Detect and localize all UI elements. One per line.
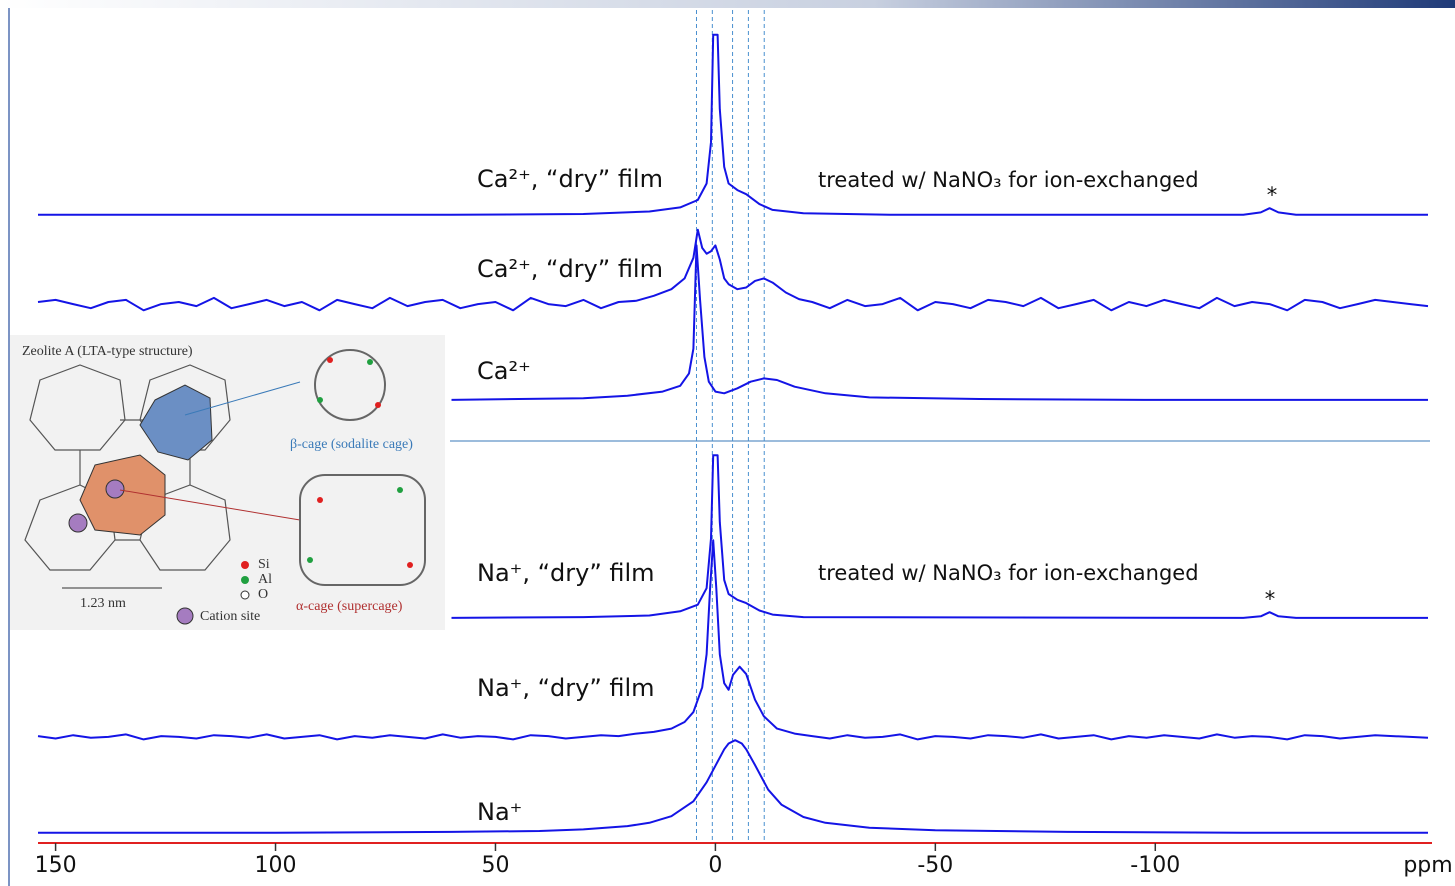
x-tick-label: 50 <box>481 853 509 878</box>
x-tick-label: 0 <box>708 853 722 878</box>
beta-cage-model <box>314 349 386 421</box>
alpha-cage-shape <box>79 454 166 536</box>
spectrum-label: Na⁺, “dry” film <box>477 559 655 587</box>
x-tick-label: -50 <box>917 853 953 878</box>
al-dot <box>241 576 249 584</box>
spectrum-label: Ca²⁺ <box>477 357 531 385</box>
scale-label: 1.23 nm <box>80 596 126 611</box>
spectrum <box>451 244 1428 401</box>
spectrum <box>451 454 1428 619</box>
x-tick-label: 150 <box>35 853 77 878</box>
cation <box>105 479 125 499</box>
alpha-cage-model <box>299 474 426 586</box>
legend-si: Si <box>258 557 270 572</box>
arrow <box>184 381 301 416</box>
cation <box>68 513 88 533</box>
spectrum <box>38 739 1428 834</box>
alpha-cage-label: α-cage (supercage) <box>296 599 403 614</box>
spectrum-label: Ca²⁺, “dry” film <box>477 165 663 193</box>
beta-cage-label: β-cage (sodalite cage) <box>290 437 413 452</box>
legend-al: Al <box>258 572 272 587</box>
beta-cage-shape <box>139 384 213 461</box>
spectrum <box>37 539 1429 741</box>
annotation: * <box>1265 587 1276 611</box>
x-axis-label: ppm <box>1403 853 1452 878</box>
si-dot <box>241 561 249 569</box>
spectrum <box>38 33 1428 216</box>
lattice <box>24 364 231 571</box>
x-tick-label: -100 <box>1130 853 1180 878</box>
arrow <box>119 489 301 521</box>
legend-o: O <box>258 587 268 602</box>
inset-title: Zeolite A (LTA-type structure) <box>22 344 193 359</box>
annotation: * <box>1267 183 1278 207</box>
inset-diagram: Zeolite A (LTA-type structure) β-cage (s… <box>10 335 445 630</box>
annotation: treated w/ NaNO₃ for ion-exchanged <box>818 561 1199 585</box>
inset-bg <box>10 335 445 630</box>
o-dot <box>240 590 250 600</box>
spectrum <box>37 228 1429 312</box>
annotation: treated w/ NaNO₃ for ion-exchanged <box>818 168 1199 192</box>
x-tick-label: 100 <box>255 853 297 878</box>
spectrum-label: Na⁺ <box>477 798 522 826</box>
top-bar <box>0 0 1455 8</box>
atoms <box>307 357 413 568</box>
spectrum-label: Na⁺, “dry” film <box>477 674 655 702</box>
spectrum-label: Ca²⁺, “dry” film <box>477 255 663 283</box>
cation-dot <box>176 607 194 625</box>
legend-cation: Cation site <box>200 609 260 624</box>
